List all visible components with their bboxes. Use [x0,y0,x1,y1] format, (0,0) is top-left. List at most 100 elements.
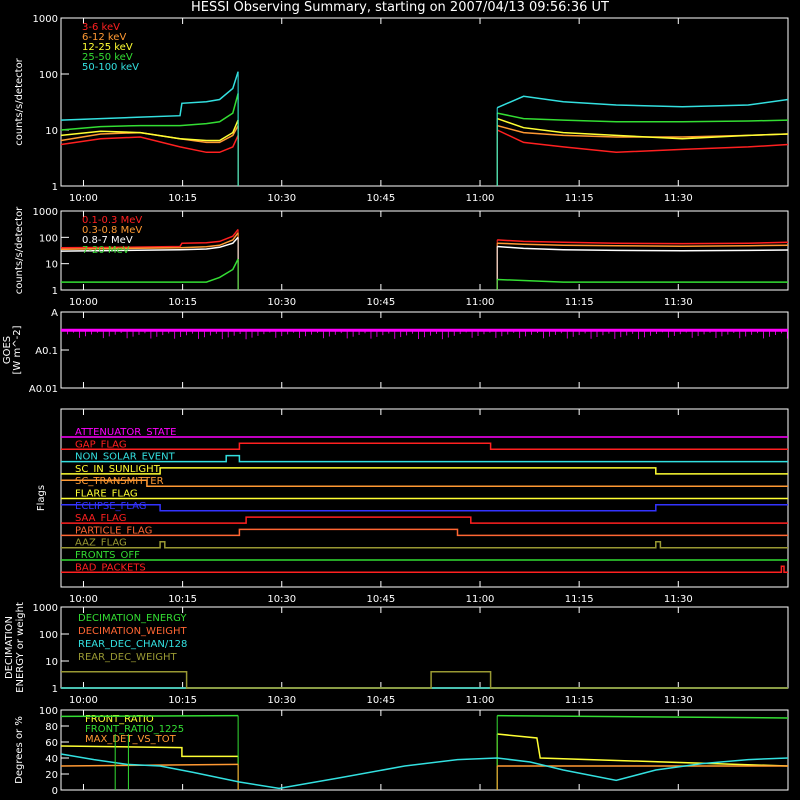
y-tick-label: 100 [39,233,58,244]
y-tick-label: 0 [52,786,58,797]
y-tick-label: 100 [39,706,58,717]
y-tick-label: 80 [45,722,58,733]
series-line [496,129,789,154]
y-tick-label: 100 [39,630,58,641]
flag-label: FRONTS_OFF [75,550,140,561]
time-tick-label: 10:45 [366,594,395,605]
series-line [61,258,239,283]
flag-label: SC_IN_SUNLIGHT [75,464,161,475]
legend-entry: DECIMATION_ENERGY [78,613,187,624]
time-tick-label: 11:30 [664,193,693,204]
y-axis-label: [W m^-2] [12,325,23,374]
time-tick-label: 11:15 [565,297,594,308]
flag-line [61,528,788,537]
y-tick-label: 10 [45,657,58,668]
legend-entry: 12-25 keV [82,42,133,53]
time-tick-label: 11:30 [664,594,693,605]
panel-frame-2 [60,311,789,389]
ratio-line [60,753,789,790]
series-line [60,125,239,144]
time-tick-label: 10:30 [267,193,296,204]
ratio-line [60,745,239,758]
y-axis-label: counts/s/detector [14,206,25,294]
series-line [60,135,239,154]
y-tick-label: 1000 [33,207,58,218]
series-line [497,239,789,245]
flag-label: GAP_FLAG [75,439,127,450]
legend-entry: 0.1-0.3 MeV [82,215,142,226]
legend-entry: 6-12 keV [82,32,126,43]
legend-entry: 0.3-0.8 MeV [82,225,142,236]
y-tick-label: 100 [39,70,58,81]
time-tick-label: 10:15 [168,695,197,706]
time-tick-label: 11:00 [466,297,495,308]
y-axis-label: Flags [36,485,47,511]
ratio-line [497,714,789,719]
series-line [497,242,789,247]
flag-label: ECLIPSE_FLAG [75,501,146,512]
series-line [497,278,788,283]
series-line [497,245,789,252]
y-tick-label: 20 [45,770,58,781]
flag-label: FLARE_FLAG [75,489,138,500]
legend-entry: FRONT_RATIO [85,714,154,725]
flag-line [61,565,788,574]
flag-label: NON_SOLAR_EVENT [75,452,176,463]
flag-line [61,454,788,463]
time-tick-label: 11:15 [565,193,594,204]
time-tick-label: 11:00 [466,695,495,706]
time-tick-label: 10:15 [168,193,197,204]
flag-label: ATTENUATOR_STATE [75,427,176,438]
legend-entry: REAR_DEC_CHAN/128 [78,639,187,650]
time-tick-label: 10:30 [267,297,296,308]
series-line [496,117,789,140]
series-line [60,236,239,252]
legend-entry: 7-20 MeV [82,245,130,256]
time-tick-label: 10:00 [69,594,98,605]
y-tick-label: 1 [52,286,58,297]
page-title: HESSI Observing Summary, starting on 200… [191,0,609,15]
legend-entry: 50-100 keV [82,62,139,73]
time-tick-label: 11:00 [466,594,495,605]
time-tick-label: 10:30 [267,695,296,706]
flag-label: AAZ_FLAG [75,538,127,549]
time-tick-label: 10:45 [366,193,395,204]
series-line [496,95,789,109]
y-tick-label: A0.01 [29,384,58,395]
legend-entry: MAX_DET_VS_TOT [85,734,177,745]
legend-entry: 0.8-7 MeV [82,235,133,246]
y-axis-label: counts/s/detector [14,57,25,145]
time-tick-label: 10:15 [168,594,197,605]
flag-label: PARTICLE_FLAG [75,525,152,536]
flag-label: BAD_PACKETS [75,562,146,573]
y-axis-label: ENERGY or weight [15,602,26,693]
y-tick-label: 10 [45,260,58,271]
time-tick-label: 10:30 [267,594,296,605]
time-tick-label: 10:00 [69,695,98,706]
flag-line [61,516,788,524]
y-tick-label: 1000 [33,14,58,25]
time-tick-label: 10:15 [168,297,197,308]
y-axis-label: GOES [2,336,13,364]
y-tick-label: A [51,308,58,319]
flag-line [61,467,788,475]
y-tick-label: 1 [52,684,58,695]
time-tick-label: 11:00 [466,193,495,204]
series-line [60,232,239,251]
time-tick-label: 10:45 [366,297,395,308]
legend-entry: FRONT_RATIO_1225 [85,724,184,735]
series-line [497,112,789,123]
series-line [60,119,239,142]
flag-line [61,442,788,451]
flag-label: SC_TRANSMITTER [75,476,164,487]
y-tick-label: 40 [45,754,58,765]
decimation-line [61,670,788,689]
legend-entry: 3-6 keV [82,22,120,33]
y-tick-label: A0.1 [35,346,58,357]
flag-line [61,479,788,487]
legend-entry: REAR_DEC_WEIGHT [78,652,177,663]
time-tick-label: 10:45 [366,695,395,706]
time-tick-label: 11:30 [664,695,693,706]
flag-line [61,540,788,549]
panel-frame-0 [60,17,789,187]
